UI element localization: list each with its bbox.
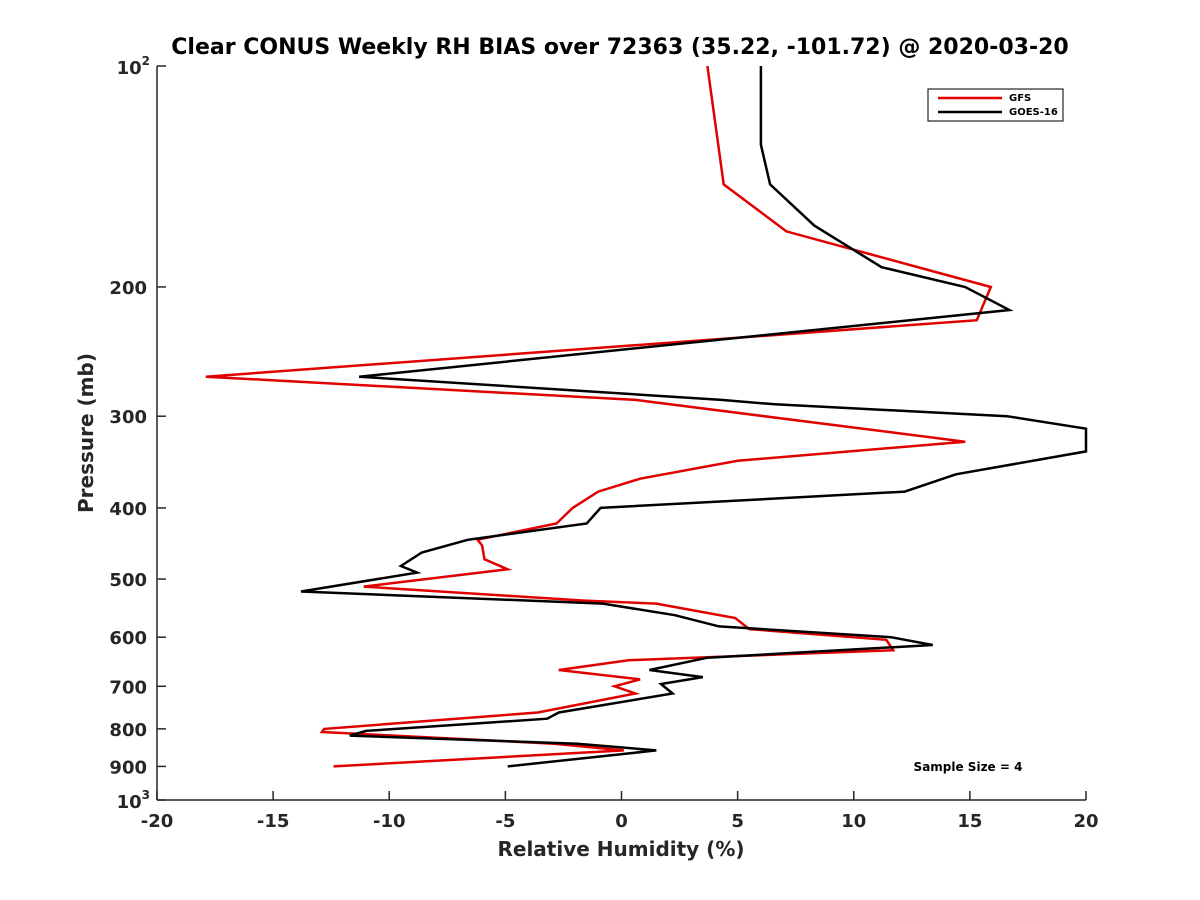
x-tick-label: 0 [615,811,628,832]
x-tick-label: -10 [373,811,406,832]
series-line-goes16 [300,66,1088,768]
y-tick-label: 700 [109,677,147,698]
y-tick-label: 400 [109,499,147,520]
y-top-label-base: 10 [117,58,142,79]
y-tick-label: 900 [109,757,147,778]
series-group [205,65,1088,768]
x-tick-label: 20 [1073,811,1098,832]
x-axis-label: Relative Humidity (%) [497,837,744,861]
y-bottom-label: 103 [117,788,150,813]
y-tick-label: 300 [109,407,147,428]
legend-label-goes16: GOES-16 [1009,107,1058,118]
y-axis-label: Pressure (mb) [74,353,98,513]
y-tick-label: 600 [109,628,147,649]
y-tick-label: 200 [109,278,147,299]
x-tick-label: 10 [841,811,866,832]
y-top-label-exp: 2 [142,54,150,68]
chart-title: Clear CONUS Weekly RH BIAS over 72363 (3… [171,35,1068,60]
y-tick-label: 800 [109,720,147,741]
sample-size-annotation: Sample Size = 4 [914,760,1023,774]
plot-area: -20 -15 -10 -5 0 5 10 15 20 200 300 400 500 600 700 80… [109,65,1099,832]
legend-box [927,88,1064,122]
y-ticks: 200 300 400 500 600 700 800 900 [109,65,166,801]
x-tick-label: -15 [257,811,290,832]
legend: GFS GOES-16 [927,88,1064,122]
x-ticks: -20 -15 -10 -5 0 5 10 15 20 [141,791,1099,832]
x-tick-label: -20 [141,811,174,832]
x-tick-label: 5 [731,811,744,832]
y-tick-label: 500 [109,570,147,591]
y-top-label: 102 [117,54,150,79]
x-tick-label: -5 [495,811,515,832]
y-bottom-label-base: 10 [117,792,142,813]
legend-label-gfs: GFS [1009,93,1031,104]
series-line-gfs [205,65,993,768]
y-bottom-label-exp: 3 [142,788,150,802]
x-tick-label: 15 [957,811,982,832]
